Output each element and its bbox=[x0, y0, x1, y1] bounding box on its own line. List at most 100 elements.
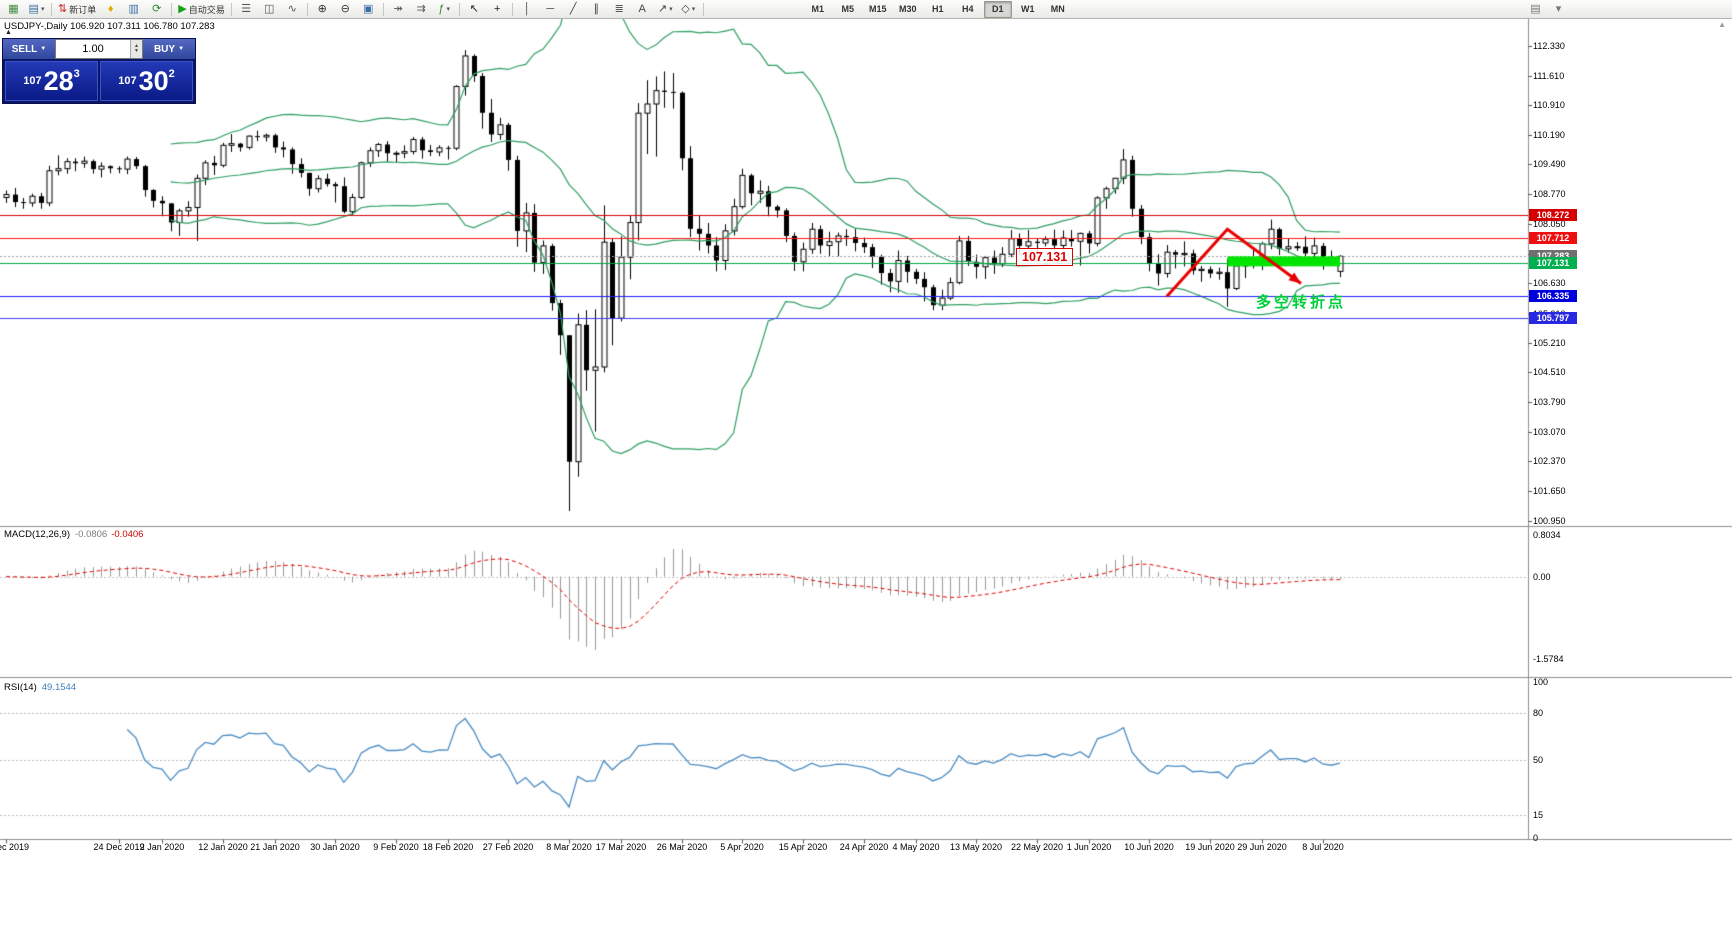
caret-down-icon: ▾ bbox=[40, 6, 45, 13]
buy-button[interactable]: 107 30 2 bbox=[100, 61, 193, 101]
sell-dropdown[interactable]: SELL ▼ bbox=[3, 39, 55, 59]
buy-price-sup: 2 bbox=[168, 68, 175, 80]
new-order-icon: ⇅ bbox=[58, 2, 68, 15]
timeframe-mn-button[interactable]: MN bbox=[1050, 4, 1065, 14]
volume-spinner[interactable]: ▲ ▼ bbox=[130, 40, 142, 58]
price-line-label: 105.797 bbox=[1529, 312, 1577, 324]
chart-profiles-icon: ▤ bbox=[28, 2, 39, 15]
equidistant-channel-button[interactable]: ∥ bbox=[585, 0, 608, 18]
line-chart-button[interactable]: ∿ bbox=[281, 0, 304, 18]
refresh-button[interactable]: ⟳ bbox=[145, 0, 168, 18]
volume-value: 1.00 bbox=[82, 43, 104, 55]
auto-scroll-button[interactable]: ↠ bbox=[387, 0, 410, 18]
docking-button[interactable]: ▤ bbox=[1524, 0, 1547, 18]
vertical-line-button[interactable]: │ bbox=[516, 0, 539, 18]
date-label: 15 Apr 2020 bbox=[778, 842, 828, 852]
new-order-button[interactable]: ⇅ 新订单 bbox=[55, 0, 99, 18]
date-label: 18 Feb 2020 bbox=[422, 842, 474, 852]
timeframe-m15-button[interactable]: M15 bbox=[868, 4, 887, 14]
date-label: 1 Jun 2020 bbox=[1066, 842, 1112, 852]
date-label: 22 May 2020 bbox=[1010, 842, 1064, 852]
date-label: 5 Dec 2019 bbox=[0, 842, 30, 852]
price-tick-label: 109.490 bbox=[1533, 159, 1566, 169]
price-line-label: 108.272 bbox=[1529, 209, 1577, 221]
candlestick-chart-button[interactable]: ◫ bbox=[258, 0, 281, 18]
metaeditor-icon: ♦ bbox=[107, 2, 114, 15]
cursor-button[interactable]: ↖ bbox=[463, 0, 486, 18]
sell-button[interactable]: 107 28 3 bbox=[5, 61, 98, 101]
price-tick-label: 110.190 bbox=[1533, 130, 1565, 140]
date-label: 17 Mar 2020 bbox=[595, 842, 647, 852]
date-label: 12 Jan 2020 bbox=[198, 842, 248, 852]
text-tool-button[interactable]: A bbox=[631, 0, 654, 18]
volume-input[interactable]: 1.00 ▲ ▼ bbox=[55, 39, 143, 59]
sell-price-big: 28 bbox=[43, 65, 74, 96]
timeframe-h4-button[interactable]: H4 bbox=[961, 4, 974, 14]
trendline-icon: ╱ bbox=[569, 2, 577, 15]
crosshair-icon: + bbox=[494, 2, 501, 15]
macd-tick-label: 0.8034 bbox=[1533, 530, 1561, 540]
tile-windows-icon: ▣ bbox=[363, 2, 374, 15]
fibonacci-button[interactable]: ≣ bbox=[608, 0, 631, 18]
price-tick-label: 106.630 bbox=[1533, 278, 1566, 288]
bar-chart-button[interactable]: ☰ bbox=[235, 0, 258, 18]
shapes-tool-button[interactable]: ◇ ▾ bbox=[677, 0, 700, 18]
terminal-button[interactable]: ▥ bbox=[122, 0, 145, 18]
price-line-label: 106.335 bbox=[1529, 290, 1577, 302]
chart-shift-button[interactable]: ⇉ bbox=[410, 0, 433, 18]
zoom-in-button[interactable]: ⊕ bbox=[311, 0, 334, 18]
cursor-icon: ↖ bbox=[469, 2, 479, 15]
toolbar-separator bbox=[702, 2, 704, 16]
spin-up-icon[interactable]: ▲ bbox=[134, 43, 139, 49]
timeframe-m5-button[interactable]: M5 bbox=[841, 4, 854, 14]
timeframe-w1-button[interactable]: W1 bbox=[1020, 4, 1035, 14]
spin-down-icon[interactable]: ▼ bbox=[134, 48, 139, 54]
zoom-out-button[interactable]: ⊖ bbox=[334, 0, 357, 18]
date-label: 4 May 2020 bbox=[892, 842, 940, 852]
price-callout[interactable]: 107.131 bbox=[1016, 248, 1074, 266]
toolbar-separator bbox=[382, 2, 384, 16]
timeframe-h1-button[interactable]: H1 bbox=[931, 4, 944, 14]
autotrading-button[interactable]: ▶ 自动交易 bbox=[175, 0, 227, 18]
autotrading-icon: ▶ bbox=[178, 2, 187, 15]
scroll-corner-icon[interactable]: ▲ bbox=[1718, 20, 1726, 29]
price-tick-label: 112.330 bbox=[1533, 41, 1565, 51]
price-tick-label: 103.790 bbox=[1533, 397, 1566, 407]
rsi-value: 49.1544 bbox=[41, 682, 77, 693]
rsi-label: RSI(14) 49.1544 bbox=[4, 682, 76, 693]
trendline-button[interactable]: ╱ bbox=[562, 0, 585, 18]
indicators-button[interactable]: ƒ ▾ bbox=[433, 0, 456, 18]
buy-dropdown[interactable]: BUY ▼ bbox=[143, 39, 195, 59]
arrows-tool-icon: ↗ bbox=[657, 2, 668, 15]
timeframe-d1-button[interactable]: D1 bbox=[983, 0, 1012, 18]
date-label: 10 Jun 2020 bbox=[1124, 842, 1174, 852]
arrows-tool-button[interactable]: ↗ ▾ bbox=[654, 0, 677, 18]
toolbar-separator bbox=[458, 2, 460, 16]
shapes-tool-icon: ◇ bbox=[681, 2, 690, 15]
one-click-collapse-icon[interactable]: ▲ bbox=[5, 29, 12, 36]
toolbar-options-button[interactable]: ▾ bbox=[1547, 0, 1570, 18]
price-tick-label: 103.070 bbox=[1533, 427, 1566, 437]
autotrading-label: 自动交易 bbox=[188, 4, 225, 15]
price-tick-label: 110.910 bbox=[1533, 100, 1565, 110]
caret-down-icon: ▼ bbox=[40, 46, 47, 52]
date-label: 27 Feb 2020 bbox=[482, 842, 534, 852]
timeframe-m30-button[interactable]: M30 bbox=[898, 4, 917, 14]
tile-windows-button[interactable]: ▣ bbox=[357, 0, 380, 18]
price-tick-label: 105.210 bbox=[1533, 338, 1566, 348]
chart-profiles-button[interactable]: ▤ ▾ bbox=[25, 0, 48, 18]
new-chart-button[interactable]: ▦ bbox=[2, 0, 25, 18]
horizontal-line-button[interactable]: ─ bbox=[539, 0, 562, 18]
timeframe-m1-button[interactable]: M1 bbox=[811, 4, 824, 14]
metaeditor-button[interactable]: ♦ bbox=[99, 0, 122, 18]
date-label: 24 Dec 2019 bbox=[93, 842, 145, 852]
turning-point-label[interactable]: 多空转折点 bbox=[1256, 294, 1347, 311]
crosshair-button[interactable]: + bbox=[486, 0, 509, 18]
price-tick-label: 102.370 bbox=[1533, 456, 1566, 466]
date-label: 29 Jun 2020 bbox=[1237, 842, 1287, 852]
sell-price-prefix: 107 bbox=[23, 75, 42, 87]
one-click-trading-panel: SELL ▼ 1.00 ▲ ▼ BUY ▼ 107 28 3 1 bbox=[2, 38, 196, 104]
price-tick-label: 111.610 bbox=[1533, 71, 1565, 81]
